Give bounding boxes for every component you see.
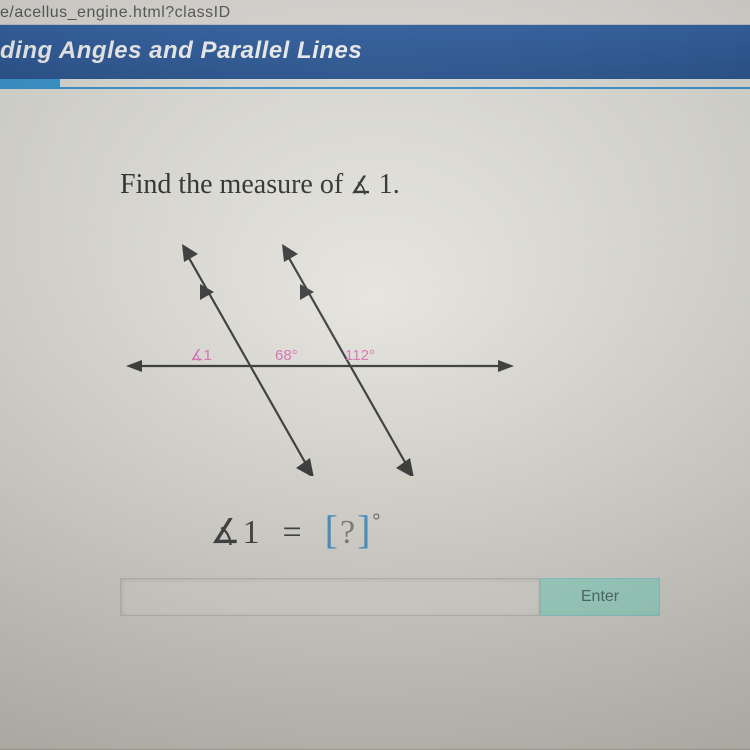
eq-degree: °	[372, 510, 382, 532]
content-area: Find the measure of ∡ 1. ∡1 68° 112°	[0, 89, 750, 749]
eq-angle-num: 1	[242, 514, 261, 551]
eq-angle-symbol: ∡	[210, 514, 242, 551]
angle-diagram: ∡1 68° 112°	[120, 236, 520, 476]
lesson-header: ding Angles and Parallel Lines	[0, 25, 750, 79]
question-prompt: Find the measure of ∡ 1.	[120, 169, 710, 201]
progress-fill	[0, 79, 60, 87]
diagram-label-angle1: ∡1	[190, 347, 212, 364]
eq-bracket-open: [	[325, 507, 340, 552]
url-bar: e/acellus_engine.html?classID	[0, 0, 750, 25]
answer-input[interactable]	[120, 578, 540, 616]
eq-unknown: ?	[340, 514, 357, 551]
angle-symbol: ∡	[350, 173, 372, 199]
diagram-label-112: 112°	[345, 347, 375, 364]
answer-row: Enter	[120, 578, 660, 616]
answer-equation: ∡1 = [?]°	[210, 506, 710, 553]
url-text: e/acellus_engine.html?classID	[0, 4, 231, 21]
lesson-title: ding Angles and Parallel Lines	[0, 37, 362, 64]
prompt-period: .	[393, 169, 400, 200]
diagram-label-68: 68°	[275, 347, 298, 364]
angle-number: 1	[379, 169, 393, 200]
eq-equals: =	[282, 514, 303, 551]
progress-bar	[0, 79, 750, 89]
eq-bracket-close: ]	[357, 507, 372, 552]
enter-button[interactable]: Enter	[540, 578, 660, 616]
prompt-text: Find the measure of	[120, 169, 350, 200]
